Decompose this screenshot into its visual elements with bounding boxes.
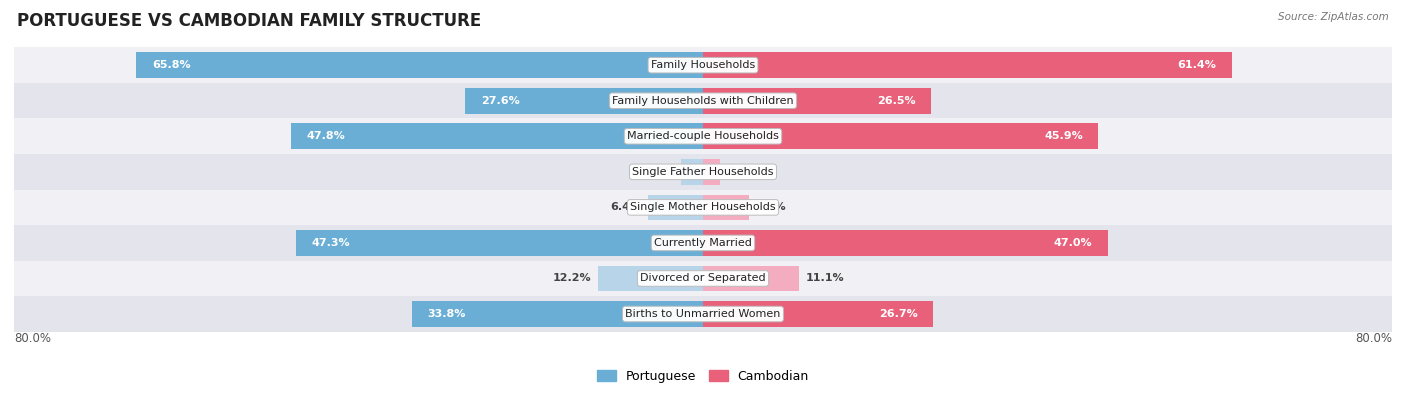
Text: 5.3%: 5.3% [755,202,786,213]
Bar [703,301,934,327]
Bar [703,266,799,291]
Text: 33.8%: 33.8% [427,309,465,319]
Text: 2.0%: 2.0% [727,167,758,177]
Text: Family Households: Family Households [651,60,755,70]
Text: 26.7%: 26.7% [879,309,918,319]
Bar [703,195,748,220]
Text: Divorced or Separated: Divorced or Separated [640,273,766,284]
Text: 80.0%: 80.0% [1355,332,1392,345]
Bar [14,118,1392,154]
Text: Married-couple Households: Married-couple Households [627,131,779,141]
Text: 65.8%: 65.8% [152,60,190,70]
Bar [14,190,1392,225]
Bar [703,230,1108,256]
Bar [465,88,703,113]
Bar [412,301,703,327]
Text: Family Households with Children: Family Households with Children [612,96,794,106]
Text: 80.0%: 80.0% [14,332,51,345]
Text: 61.4%: 61.4% [1177,60,1216,70]
Text: 27.6%: 27.6% [481,96,520,106]
Text: 45.9%: 45.9% [1045,131,1083,141]
Bar [598,266,703,291]
Bar [14,47,1392,83]
Bar [14,261,1392,296]
Text: 11.1%: 11.1% [806,273,844,284]
Text: Single Father Households: Single Father Households [633,167,773,177]
Text: 26.5%: 26.5% [877,96,915,106]
Legend: Portuguese, Cambodian: Portuguese, Cambodian [592,365,814,388]
Text: 6.4%: 6.4% [610,202,641,213]
Text: 47.0%: 47.0% [1053,238,1092,248]
Bar [14,296,1392,332]
Bar [136,53,703,78]
Text: PORTUGUESE VS CAMBODIAN FAMILY STRUCTURE: PORTUGUESE VS CAMBODIAN FAMILY STRUCTURE [17,12,481,30]
Bar [648,195,703,220]
Text: Currently Married: Currently Married [654,238,752,248]
Text: 2.5%: 2.5% [644,167,675,177]
Text: Births to Unmarried Women: Births to Unmarried Women [626,309,780,319]
Bar [703,53,1232,78]
Text: Single Mother Households: Single Mother Households [630,202,776,213]
Bar [703,124,1098,149]
Bar [291,124,703,149]
Text: 47.3%: 47.3% [311,238,350,248]
Bar [14,225,1392,261]
Text: 12.2%: 12.2% [553,273,591,284]
Bar [14,154,1392,190]
Bar [14,83,1392,118]
Bar [682,159,703,184]
Bar [703,88,931,113]
Bar [703,159,720,184]
Text: 47.8%: 47.8% [307,131,346,141]
Bar [295,230,703,256]
Text: Source: ZipAtlas.com: Source: ZipAtlas.com [1278,12,1389,22]
